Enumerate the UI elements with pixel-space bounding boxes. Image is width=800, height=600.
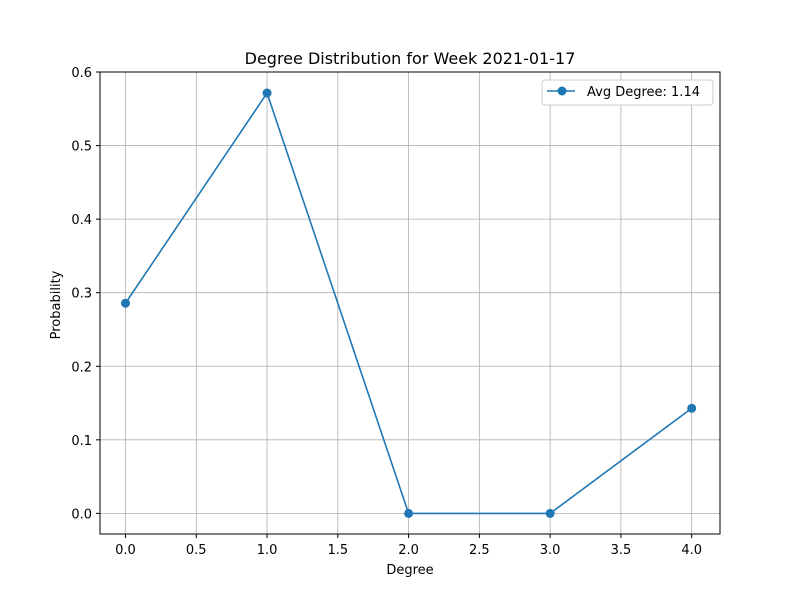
legend: Avg Degree: 1.14 bbox=[541, 79, 714, 106]
x-tick-label: 4.0 bbox=[681, 543, 702, 558]
y-tick-label: 0.0 bbox=[71, 507, 92, 522]
x-tick-label: 0.5 bbox=[186, 543, 207, 558]
y-tick-label: 0.3 bbox=[71, 287, 92, 302]
x-tick-label: 1.5 bbox=[327, 543, 348, 558]
y-tick-label: 0.6 bbox=[71, 66, 92, 81]
x-axis-label: Degree bbox=[386, 563, 433, 578]
y-axis-ticks: 0.0 0.1 0.2 0.3 0.4 0.5 0.6 bbox=[71, 66, 100, 522]
x-tick-label: 2.5 bbox=[469, 543, 490, 558]
data-point bbox=[545, 508, 555, 518]
data-point bbox=[687, 403, 697, 413]
legend-box bbox=[541, 79, 714, 106]
series-layer bbox=[120, 88, 697, 518]
x-tick-label: 0.0 bbox=[115, 543, 136, 558]
legend-marker-swatch bbox=[557, 86, 567, 96]
data-point bbox=[120, 298, 130, 308]
legend-entry-label: Avg Degree: 1.14 bbox=[587, 85, 700, 100]
x-tick-label: 3.5 bbox=[611, 543, 632, 558]
y-tick-label: 0.1 bbox=[71, 434, 92, 449]
y-axis-label: Probability bbox=[49, 270, 64, 339]
data-point bbox=[404, 508, 414, 518]
data-point bbox=[262, 88, 272, 98]
x-axis-ticks: 0.0 0.5 1.0 1.5 2.0 2.5 3.0 3.5 4.0 bbox=[115, 534, 702, 558]
y-tick-label: 0.4 bbox=[71, 213, 92, 228]
chart-title: Degree Distribution for Week 2021-01-17 bbox=[245, 49, 576, 68]
y-tick-label: 0.2 bbox=[71, 360, 92, 375]
x-tick-label: 2.0 bbox=[398, 543, 419, 558]
y-tick-label: 0.5 bbox=[71, 140, 92, 155]
plot-frame bbox=[99, 71, 721, 535]
x-tick-label: 3.0 bbox=[540, 543, 561, 558]
x-tick-label: 1.0 bbox=[257, 543, 278, 558]
